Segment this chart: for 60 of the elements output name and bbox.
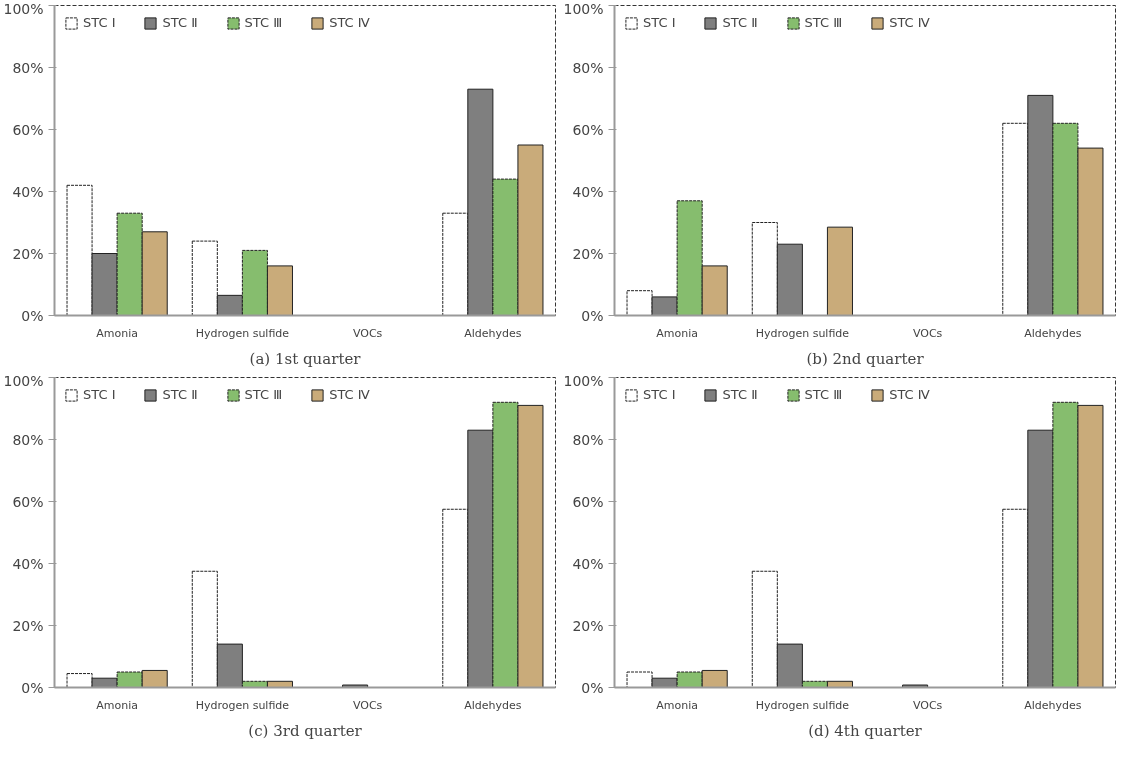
legend-label: STC Ⅲ bbox=[244, 15, 283, 30]
y-tick-label: 20% bbox=[12, 617, 44, 634]
y-tick-label: 0% bbox=[581, 679, 604, 696]
legend-label: STC Ⅲ bbox=[804, 387, 843, 402]
y-tick-label: 0% bbox=[581, 307, 604, 324]
y-tick-label: 20% bbox=[572, 617, 604, 634]
x-tick-label: Hydrogen sulfide bbox=[195, 698, 290, 712]
x-tick-label: Aldehydes bbox=[464, 326, 522, 340]
x-tick-label: Amonia bbox=[656, 326, 699, 340]
legend-label: STC Ⅲ bbox=[244, 387, 283, 402]
legend-label: STC Ⅲ bbox=[804, 15, 843, 30]
y-tick-label: 60% bbox=[12, 493, 44, 510]
y-tick-label: 40% bbox=[572, 183, 604, 200]
legend-label: STC Ⅳ bbox=[329, 387, 370, 402]
x-tick-label: Amonia bbox=[96, 698, 139, 712]
y-tick-label: 60% bbox=[12, 121, 44, 138]
y-tick-label: 0% bbox=[21, 679, 44, 696]
x-tick-label: VOCs bbox=[912, 326, 943, 340]
legend-label: STC Ⅱ bbox=[722, 387, 758, 402]
y-tick-label: 40% bbox=[12, 183, 44, 200]
y-tick-label: 60% bbox=[572, 493, 604, 510]
y-tick-label: 20% bbox=[12, 245, 44, 262]
x-tick-label: VOCs bbox=[912, 698, 943, 712]
y-tick-label: 40% bbox=[12, 555, 44, 572]
x-tick-label: Amonia bbox=[96, 326, 139, 340]
y-tick-label: 100% bbox=[563, 372, 604, 389]
x-tick-label: Aldehydes bbox=[1024, 698, 1082, 712]
legend-label: STC Ⅱ bbox=[722, 15, 758, 30]
y-tick-label: 100% bbox=[3, 0, 44, 17]
y-tick-label: 0% bbox=[21, 307, 44, 324]
text: (c) 3rd quarter bbox=[248, 721, 363, 740]
x-tick-label: Aldehydes bbox=[1024, 326, 1082, 340]
y-tick-label: 80% bbox=[572, 431, 604, 448]
x-tick-label: Hydrogen sulfide bbox=[195, 326, 290, 340]
x-tick-label: VOCs bbox=[352, 698, 383, 712]
x-tick-label: Hydrogen sulfide bbox=[755, 698, 850, 712]
legend-label: STC Ⅱ bbox=[162, 15, 198, 30]
legend-label: STC Ⅳ bbox=[329, 15, 370, 30]
legend-label: STC Ⅰ bbox=[83, 387, 116, 402]
y-tick-label: 20% bbox=[572, 245, 604, 262]
legend-label: STC Ⅱ bbox=[162, 387, 198, 402]
legend-label: STC Ⅰ bbox=[643, 15, 676, 30]
y-tick-label: 100% bbox=[563, 0, 604, 17]
legend-label: STC Ⅳ bbox=[889, 15, 930, 30]
legend-label: STC Ⅰ bbox=[643, 387, 676, 402]
y-tick-label: 80% bbox=[12, 59, 44, 76]
y-tick-label: 40% bbox=[572, 555, 604, 572]
legend-label: STC Ⅰ bbox=[83, 15, 116, 30]
x-tick-label: Aldehydes bbox=[464, 698, 522, 712]
y-tick-label: 100% bbox=[3, 372, 44, 389]
text: (a) 1st quarter bbox=[249, 349, 362, 368]
text: (b) 2nd quarter bbox=[806, 349, 925, 368]
x-tick-label: VOCs bbox=[352, 326, 383, 340]
y-tick-label: 60% bbox=[572, 121, 604, 138]
y-tick-label: 80% bbox=[12, 431, 44, 448]
text: (d) 4th quarter bbox=[808, 721, 923, 740]
x-tick-label: Hydrogen sulfide bbox=[755, 326, 850, 340]
y-tick-label: 80% bbox=[572, 59, 604, 76]
legend-label: STC Ⅳ bbox=[889, 387, 930, 402]
x-tick-label: Amonia bbox=[656, 698, 699, 712]
